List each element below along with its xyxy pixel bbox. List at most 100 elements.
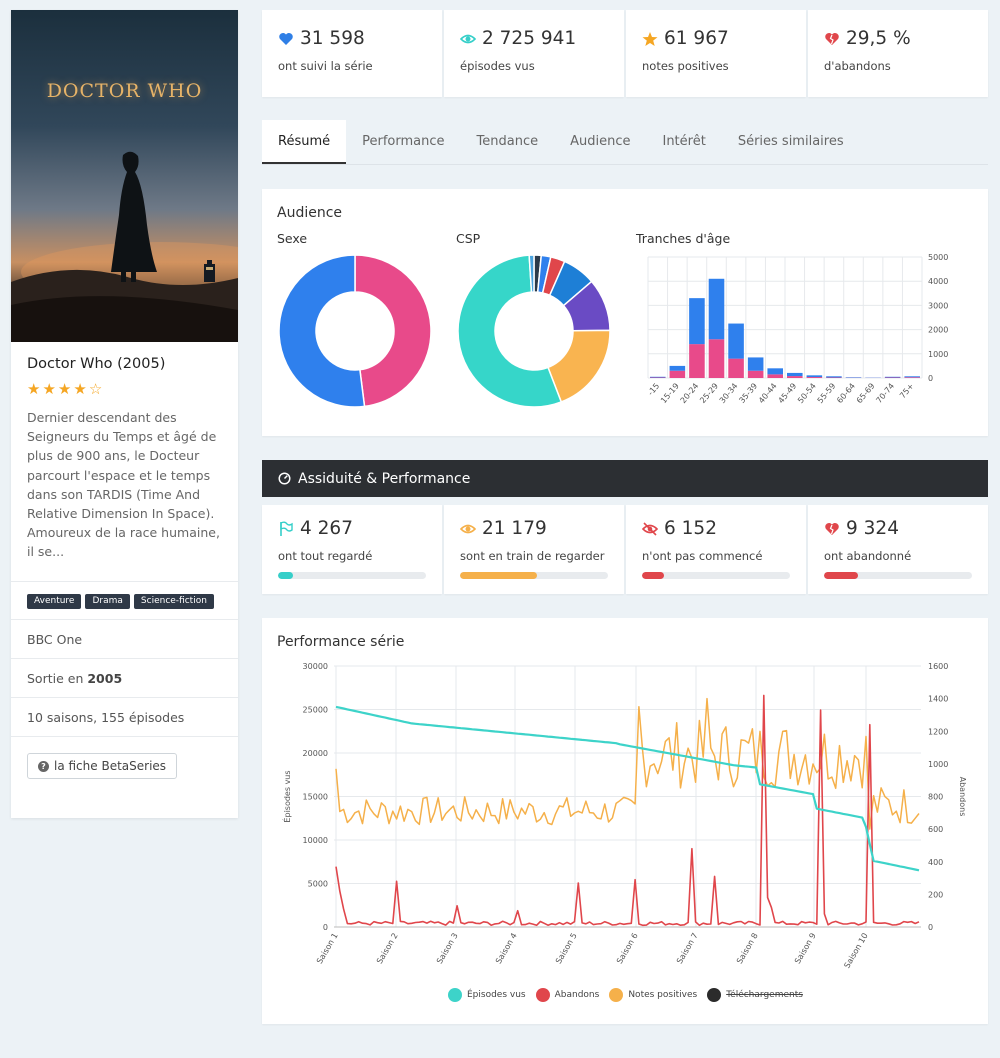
- x-tick-label: Saison 9: [793, 932, 818, 966]
- age-bar-1[interactable]: [904, 376, 920, 378]
- x-tick-label: 65-69: [855, 382, 877, 406]
- gauge-icon: [278, 472, 291, 485]
- y-tick-label: 4000: [928, 277, 948, 286]
- stat-label: sont en train de regarder: [460, 549, 605, 563]
- question-icon: ?: [38, 760, 49, 772]
- age-bar-0[interactable]: [669, 370, 686, 378]
- performance-legend: Épisodes vus Abandons Notes positives Té…: [448, 988, 803, 1002]
- genre-tag[interactable]: Aventure: [27, 594, 82, 609]
- notes-positives-line[interactable]: [335, 697, 920, 830]
- stat-watching: 21 179 sont en train de regarder: [444, 505, 624, 594]
- age-bar-1[interactable]: [689, 298, 705, 345]
- age-bar-0[interactable]: [747, 370, 764, 378]
- csp-slice-6[interactable]: [457, 254, 563, 408]
- progress-fill: [460, 572, 537, 579]
- tab-performance[interactable]: Performance: [362, 134, 445, 149]
- age-bar-0[interactable]: [806, 377, 823, 378]
- age-label: Tranches d'âge: [636, 231, 731, 246]
- legend-item-downloads[interactable]: Téléchargements: [707, 988, 803, 1002]
- age-bar-0[interactable]: [728, 358, 744, 378]
- legend-item-episodes[interactable]: Épisodes vus: [448, 988, 526, 1002]
- betaseries-link-button[interactable]: ? la fiche BetaSeries: [27, 753, 178, 779]
- age-bar-1[interactable]: [787, 372, 803, 377]
- y2-tick-label: 200: [928, 890, 943, 899]
- broken-heart-icon: [825, 522, 839, 535]
- x-tick-label: 15-19: [659, 382, 681, 406]
- legend-item-notes[interactable]: Notes positives: [609, 988, 697, 1002]
- csp-slice-7[interactable]: [528, 254, 535, 293]
- tab-series-similaires[interactable]: Séries similaires: [737, 134, 844, 149]
- x-tick-label: 55-59: [816, 382, 838, 406]
- tab-audience[interactable]: Audience: [570, 134, 631, 149]
- poster-art: [11, 151, 238, 342]
- show-poster[interactable]: DOCTOR WHO: [11, 10, 238, 342]
- eye-slash-icon: [642, 521, 658, 536]
- stat-label: notes positives: [642, 59, 729, 73]
- eye-icon: [460, 34, 476, 43]
- tab-tendance[interactable]: Tendance: [476, 134, 539, 149]
- age-bar-1[interactable]: [826, 376, 842, 378]
- genre-tag[interactable]: Drama: [85, 594, 130, 609]
- age-bar-0[interactable]: [904, 377, 920, 378]
- stat-value: 21 179: [482, 518, 547, 539]
- legend-dot: [448, 988, 462, 1002]
- star-rating[interactable]: ★ ★ ★ ★ ☆: [27, 380, 222, 398]
- progress-bar: [278, 572, 426, 579]
- star-icon[interactable]: ★: [57, 380, 72, 398]
- age-bar-1[interactable]: [669, 365, 686, 371]
- legend-dot: [609, 988, 624, 1002]
- age-bar-0[interactable]: [787, 376, 803, 378]
- age-bar-1[interactable]: [650, 376, 666, 378]
- age-bar-1[interactable]: [806, 375, 823, 378]
- sexe-slice-1[interactable]: [278, 254, 366, 408]
- genre-tag[interactable]: Science-fiction: [133, 594, 214, 609]
- y-axis-title: Épisodes vus: [281, 770, 292, 822]
- betaseries-link-label: la fiche BetaSeries: [54, 759, 167, 773]
- stat-abandons: 29,5 % d'abandons: [808, 10, 988, 97]
- show-description: Dernier descendant des Seigneurs du Temp…: [27, 410, 220, 560]
- age-bar-1[interactable]: [728, 323, 744, 359]
- x-tick-label: Saison 8: [735, 932, 760, 966]
- sexe-slice-0[interactable]: [354, 254, 432, 408]
- x-tick-label: 70-74: [874, 382, 896, 406]
- y2-tick-label: 1600: [928, 662, 948, 671]
- y2-tick-label: 1400: [928, 695, 948, 704]
- age-bar-1[interactable]: [708, 278, 725, 340]
- stat-label: ont abandonné: [824, 549, 912, 563]
- performance-panel: Performance série 0 5000 10000 15000 20000 25…: [262, 618, 988, 1024]
- tab-interet[interactable]: Intérêt: [662, 134, 706, 149]
- episodes-vus-line[interactable]: [335, 705, 920, 872]
- star-icon[interactable]: ★: [73, 380, 87, 398]
- y2-tick-label: 1000: [928, 760, 948, 769]
- star-outline-icon[interactable]: ☆: [88, 380, 103, 398]
- x-tick-label: Saison 6: [615, 932, 640, 966]
- age-bar-0[interactable]: [689, 344, 705, 378]
- age-bar-0[interactable]: [767, 374, 783, 378]
- x-tick-label: 50-54: [796, 382, 818, 406]
- legend-label: Abandons: [554, 990, 600, 1000]
- star-icon[interactable]: ★: [27, 380, 41, 398]
- heart-icon: [279, 32, 293, 45]
- show-title[interactable]: Doctor Who (2005): [27, 356, 166, 372]
- stat-value: 61 967: [664, 28, 729, 49]
- show-card: DOCTOR WHO Doctor Who (2005) ★ ★ ★ ★ ☆ D…: [11, 10, 238, 818]
- assiduite-stats: 4 267 ont tout regardé 21 179 sont en tr…: [262, 505, 988, 594]
- csp-donut-chart: [457, 254, 611, 408]
- x-tick-label: Saison 7: [675, 932, 700, 966]
- abandons-line[interactable]: [335, 694, 920, 927]
- age-bar-1[interactable]: [747, 357, 764, 371]
- audience-title: Audience: [277, 205, 343, 221]
- age-bar-0[interactable]: [708, 339, 725, 378]
- age-bar-1[interactable]: [884, 376, 901, 378]
- legend-item-abandons[interactable]: Abandons: [535, 988, 600, 1002]
- sexe-donut-chart: [278, 254, 432, 408]
- age-bar-1[interactable]: [767, 368, 783, 375]
- y-tick-label: 10000: [303, 836, 328, 845]
- x-tick-label: Saison 3: [435, 932, 460, 966]
- y2-axis-title: Abandons: [958, 777, 967, 817]
- y-tick-label: 25000: [303, 706, 328, 715]
- tab-resume[interactable]: Résumé: [262, 120, 347, 164]
- star-icon[interactable]: ★: [42, 380, 56, 398]
- y-tick-label: 3000: [928, 301, 948, 310]
- y2-tick-label: 0: [928, 923, 933, 932]
